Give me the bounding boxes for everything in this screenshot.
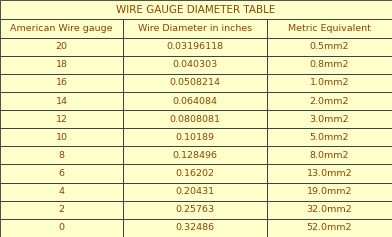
- Text: 0.25763: 0.25763: [176, 205, 214, 214]
- Text: 0.5mm2: 0.5mm2: [310, 42, 349, 51]
- Bar: [0, 56, 123, 74]
- Bar: [0, 0, 392, 19]
- Bar: [0, 37, 123, 56]
- Text: 0.0808081: 0.0808081: [169, 115, 221, 124]
- Text: 10: 10: [56, 133, 68, 142]
- Text: 0.0508214: 0.0508214: [169, 78, 221, 87]
- Bar: [267, 74, 392, 92]
- Text: 2: 2: [59, 205, 65, 214]
- Bar: [123, 201, 267, 219]
- Bar: [267, 164, 392, 182]
- Bar: [123, 128, 267, 146]
- Text: 3.0mm2: 3.0mm2: [309, 115, 349, 124]
- Bar: [267, 219, 392, 237]
- Text: American Wire gauge: American Wire gauge: [11, 24, 113, 33]
- Bar: [123, 110, 267, 128]
- Bar: [123, 56, 267, 74]
- Bar: [0, 201, 123, 219]
- Bar: [0, 74, 123, 92]
- Text: 16: 16: [56, 78, 68, 87]
- Bar: [123, 19, 267, 37]
- Bar: [123, 182, 267, 201]
- Bar: [123, 219, 267, 237]
- Bar: [267, 110, 392, 128]
- Bar: [123, 37, 267, 56]
- Text: 6: 6: [59, 169, 65, 178]
- Bar: [267, 128, 392, 146]
- Bar: [267, 19, 392, 37]
- Text: Wire Diameter in inches: Wire Diameter in inches: [138, 24, 252, 33]
- Text: 0.064084: 0.064084: [172, 96, 218, 105]
- Bar: [267, 92, 392, 110]
- Text: 5.0mm2: 5.0mm2: [310, 133, 349, 142]
- Text: 2.0mm2: 2.0mm2: [310, 96, 349, 105]
- Text: 8: 8: [59, 151, 65, 160]
- Text: 0.16202: 0.16202: [176, 169, 214, 178]
- Bar: [267, 201, 392, 219]
- Bar: [123, 92, 267, 110]
- Bar: [123, 164, 267, 182]
- Bar: [0, 92, 123, 110]
- Text: 0.128496: 0.128496: [172, 151, 218, 160]
- Text: 14: 14: [56, 96, 68, 105]
- Bar: [0, 219, 123, 237]
- Text: WIRE GAUGE DIAMETER TABLE: WIRE GAUGE DIAMETER TABLE: [116, 5, 276, 15]
- Text: 0.32486: 0.32486: [176, 223, 214, 232]
- Text: 18: 18: [56, 60, 68, 69]
- Text: Metric Equivalent: Metric Equivalent: [288, 24, 371, 33]
- Text: 0.20431: 0.20431: [176, 187, 214, 196]
- Text: 1.0mm2: 1.0mm2: [310, 78, 349, 87]
- Bar: [267, 56, 392, 74]
- Text: 13.0mm2: 13.0mm2: [307, 169, 352, 178]
- Bar: [0, 164, 123, 182]
- Bar: [0, 110, 123, 128]
- Text: 0.03196118: 0.03196118: [167, 42, 223, 51]
- Bar: [267, 146, 392, 164]
- Text: 19.0mm2: 19.0mm2: [307, 187, 352, 196]
- Bar: [0, 128, 123, 146]
- Text: 0.040303: 0.040303: [172, 60, 218, 69]
- Bar: [0, 19, 123, 37]
- Text: 0.10189: 0.10189: [176, 133, 214, 142]
- Text: 8.0mm2: 8.0mm2: [310, 151, 349, 160]
- Text: 0.8mm2: 0.8mm2: [310, 60, 349, 69]
- Bar: [0, 182, 123, 201]
- Text: 52.0mm2: 52.0mm2: [307, 223, 352, 232]
- Text: 0: 0: [59, 223, 65, 232]
- Text: 20: 20: [56, 42, 68, 51]
- Bar: [267, 37, 392, 56]
- Bar: [123, 74, 267, 92]
- Bar: [123, 146, 267, 164]
- Text: 32.0mm2: 32.0mm2: [307, 205, 352, 214]
- Bar: [0, 146, 123, 164]
- Text: 4: 4: [59, 187, 65, 196]
- Bar: [267, 182, 392, 201]
- Text: 12: 12: [56, 115, 68, 124]
